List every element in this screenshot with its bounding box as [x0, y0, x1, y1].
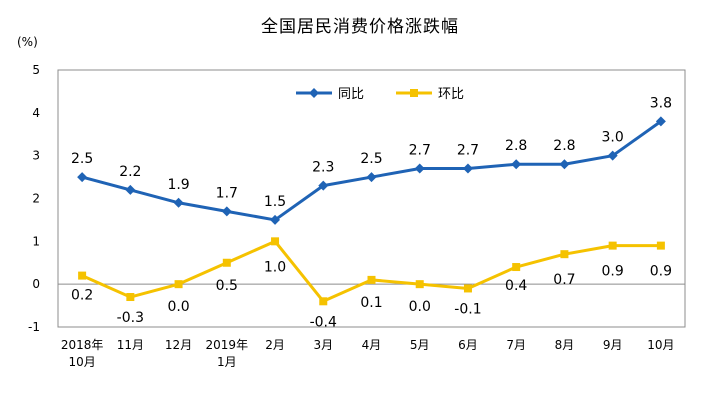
data-point-mom [174, 280, 183, 289]
data-label: 0.2 [71, 288, 93, 304]
x-tick-label: 7月 [506, 338, 526, 352]
data-label: -0.3 [117, 310, 144, 326]
x-tick-label: 8月 [555, 338, 575, 352]
data-point-yoy [318, 180, 329, 191]
x-tick-label: 10月 [68, 355, 95, 369]
y-tick-label: 5 [32, 63, 40, 77]
y-tick-label: 2 [32, 192, 40, 206]
legend-marker [410, 89, 418, 97]
data-label: 0.9 [650, 264, 672, 280]
data-label: 0.1 [360, 295, 382, 311]
chart-title: 全国居民消费价格涨跌幅 [261, 17, 459, 37]
data-label: 0.0 [167, 299, 189, 315]
data-label: 2.5 [71, 151, 93, 167]
x-tick-label: 2018年 [61, 338, 104, 352]
x-tick-label: 3月 [313, 338, 333, 352]
data-label: 3.0 [602, 130, 624, 146]
data-label: 0.5 [216, 278, 238, 294]
data-point-mom [78, 271, 87, 280]
legend-label: 环比 [438, 87, 464, 102]
data-point-mom [367, 275, 376, 284]
data-label: 2.8 [505, 138, 527, 154]
data-point-yoy [462, 163, 473, 174]
x-tick-label: 2月 [265, 338, 285, 352]
plot-frame [57, 69, 686, 328]
data-label: 0.4 [505, 278, 527, 294]
data-point-mom [656, 241, 665, 250]
data-label: 1.0 [264, 259, 286, 275]
data-point-mom [608, 241, 617, 250]
x-tick-label: 9月 [603, 338, 623, 352]
x-tick-label: 2019年 [206, 338, 249, 352]
data-label: 2.2 [119, 164, 141, 180]
y-tick-label: 3 [32, 149, 40, 163]
data-label: 1.9 [167, 177, 189, 193]
data-point-mom [463, 284, 472, 293]
data-point-mom [271, 237, 280, 246]
data-point-yoy [77, 172, 88, 183]
data-label: 3.8 [650, 95, 672, 111]
data-label: 0.9 [602, 264, 624, 280]
data-label: -0.4 [310, 314, 337, 330]
x-tick-label: 12月 [165, 338, 192, 352]
data-point-yoy [221, 206, 232, 217]
data-point-yoy [607, 150, 618, 161]
data-point-yoy [366, 172, 377, 183]
y-tick-label: -1 [28, 320, 40, 334]
data-point-mom [560, 250, 569, 259]
data-label: 2.7 [409, 143, 431, 159]
x-tick-label: 1月 [217, 355, 237, 369]
data-label: 1.5 [264, 194, 286, 210]
data-label: 2.3 [312, 160, 334, 176]
data-point-mom [222, 258, 231, 267]
data-label: 1.7 [216, 185, 238, 201]
data-label: 2.7 [457, 143, 479, 159]
data-label: -0.1 [454, 301, 481, 317]
data-label: 0.0 [409, 299, 431, 315]
data-point-mom [512, 263, 521, 272]
data-label: 2.5 [360, 151, 382, 167]
data-point-mom [415, 280, 424, 289]
data-label: 2.8 [553, 138, 575, 154]
data-point-yoy [270, 214, 281, 225]
series-line-yoy [81, 120, 662, 222]
x-tick-label: 10月 [647, 338, 674, 352]
y-tick-label: 0 [32, 277, 40, 291]
x-tick-label: 5月 [410, 338, 430, 352]
data-point-yoy [125, 184, 136, 195]
data-label: 0.7 [553, 272, 575, 288]
data-point-mom [126, 293, 135, 302]
legend-label: 同比 [338, 87, 364, 102]
y-axis-unit: (%) [17, 35, 38, 49]
data-point-yoy [655, 116, 666, 127]
data-point-mom [319, 297, 328, 306]
data-point-yoy [559, 159, 570, 170]
y-tick-label: 4 [32, 106, 40, 120]
x-tick-label: 11月 [117, 338, 144, 352]
x-tick-label: 4月 [362, 338, 382, 352]
y-tick-label: 1 [32, 234, 40, 248]
data-point-yoy [173, 197, 184, 208]
data-point-yoy [511, 159, 522, 170]
data-point-yoy [414, 163, 425, 174]
x-tick-label: 6月 [458, 338, 478, 352]
legend-marker [309, 88, 319, 98]
